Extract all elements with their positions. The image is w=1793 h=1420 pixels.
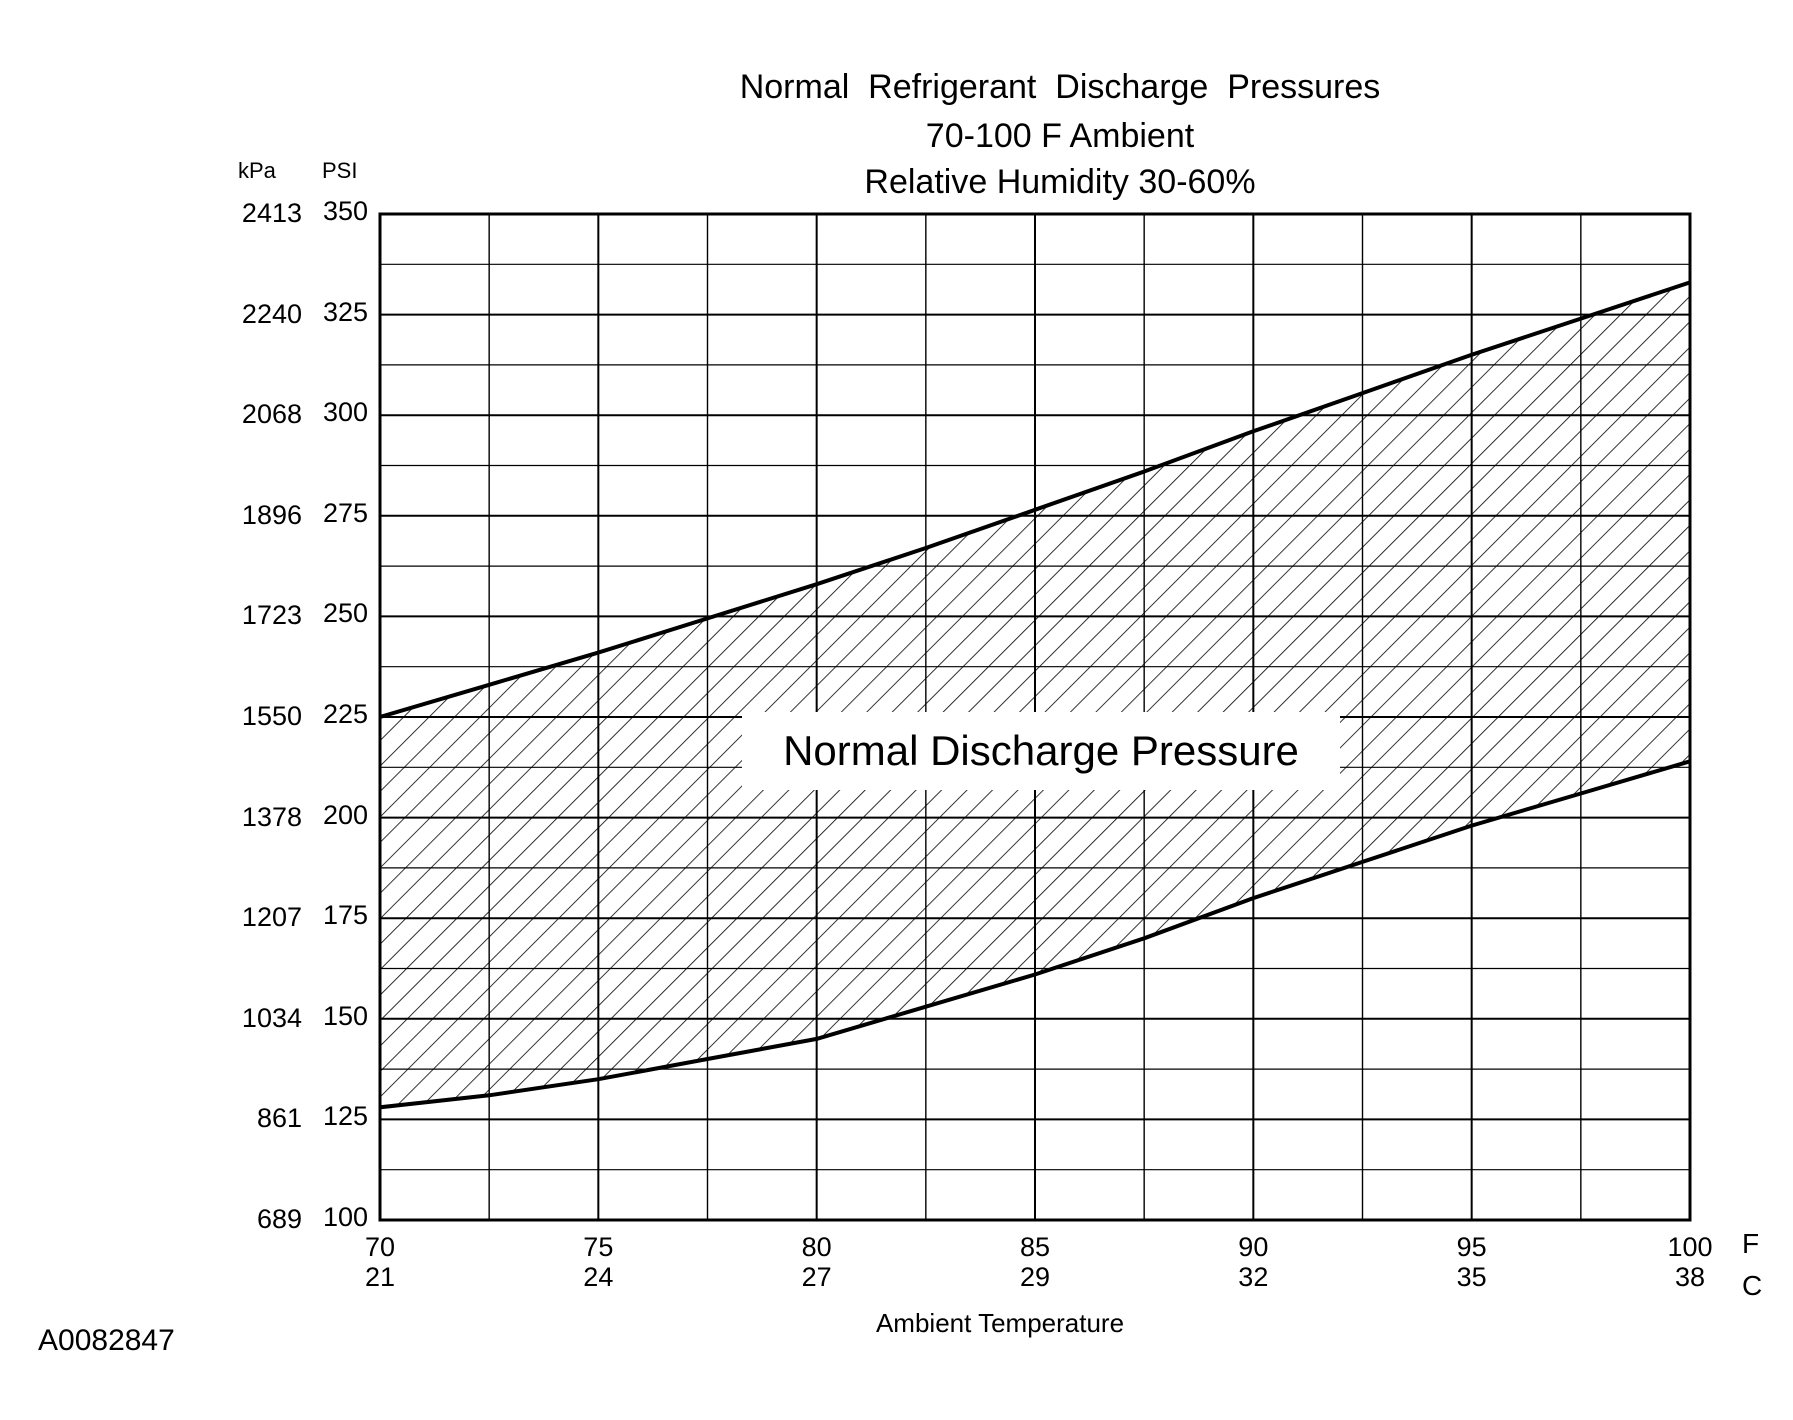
celsius-unit-label: C [1742,1270,1763,1301]
x-tick-f-80: 80 [801,1232,832,1262]
psi-axis-header: PSI [322,158,358,183]
y-tick-kpa-861: 861 [256,1103,302,1134]
plot-frame [378,212,1692,1222]
x-tick-c-38: 38 [1674,1262,1706,1292]
x-tick-f-90: 90 [1238,1232,1269,1262]
x-tick-c-29: 29 [1019,1262,1051,1292]
x-tick-c-27: 27 [801,1262,832,1292]
x-tick-c-32: 32 [1238,1262,1269,1292]
x-tick-f-75: 75 [583,1232,614,1262]
x-tick-f-70: 70 [364,1232,396,1262]
x-tick-f-100: 100 [1667,1232,1713,1262]
figure-id: A0082847 [38,1324,175,1357]
x-tick-c-24: 24 [583,1262,614,1292]
y-tick-kpa-2413: 2413 [241,198,302,228]
upper-limit-curve [379,280,1691,719]
y-tick-psi-200: 200 [322,799,368,830]
fahrenheit-unit-label: F [1742,1228,1760,1259]
y-tick-psi-150: 150 [322,1000,368,1031]
y-tick-psi-325: 325 [322,296,368,327]
x-tick-c-35: 35 [1456,1262,1487,1292]
lower-limit-curve [379,759,1691,1110]
y-tick-kpa-1207: 1207 [241,902,302,933]
y-tick-psi-125: 125 [322,1101,368,1132]
x-tick-f-95: 95 [1456,1232,1487,1262]
y-tick-psi-275: 275 [322,497,368,528]
y-tick-psi-300: 300 [322,397,368,428]
normal-pressure-band-fill [380,282,1690,1108]
y-tick-kpa-1896: 1896 [241,499,302,530]
y-tick-kpa-689: 689 [256,1204,302,1234]
y-tick-psi-175: 175 [322,900,368,931]
y-tick-psi-350: 350 [322,196,368,226]
y-tick-kpa-1550: 1550 [241,701,302,731]
chart-title-line-3: Relative Humidity 30-60% [864,163,1256,201]
chart-title-line-1: Normal Refrigerant Discharge Pressures [739,68,1381,106]
x-tick-c-21: 21 [364,1262,396,1292]
y-tick-kpa-2068: 2068 [241,399,302,430]
y-tick-psi-225: 225 [322,699,368,729]
y-tick-kpa-2240: 2240 [241,298,302,329]
kpa-axis-header: kPa [238,158,276,183]
y-tick-psi-250: 250 [322,598,368,629]
x-axis-label: Ambient Temperature [875,1308,1125,1338]
y-tick-kpa-1723: 1723 [241,600,302,631]
chart-title-line-2: 70-100 F Ambient [925,117,1195,155]
normal-discharge-band-label: Normal Discharge Pressure [742,712,1340,790]
y-tick-kpa-1378: 1378 [241,801,302,832]
y-tick-psi-100: 100 [322,1202,368,1232]
x-tick-f-85: 85 [1019,1232,1051,1262]
y-tick-kpa-1034: 1034 [241,1002,302,1033]
